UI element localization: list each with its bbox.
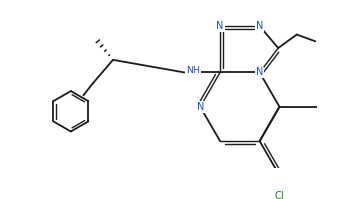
Text: N: N [256, 67, 264, 77]
Text: N: N [196, 102, 204, 112]
Text: NH: NH [186, 66, 200, 75]
Text: N: N [256, 21, 264, 31]
Text: N: N [216, 21, 224, 31]
Text: Cl: Cl [275, 191, 284, 199]
